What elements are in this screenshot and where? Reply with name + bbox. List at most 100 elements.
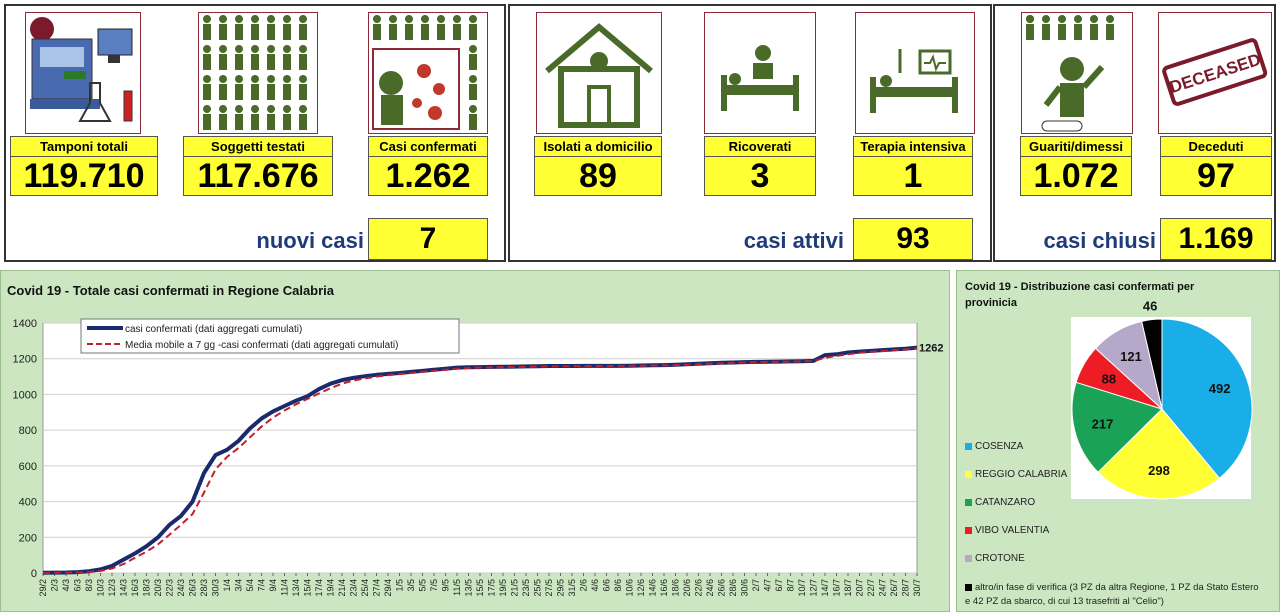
x-tick-label: 12/6 — [636, 579, 646, 597]
legend-swatch — [965, 442, 972, 450]
x-tick-label: 3/5 — [406, 579, 416, 592]
pie-slice-label: 298 — [1148, 463, 1170, 478]
tile-icon-box: DECEASED — [1158, 12, 1272, 134]
x-tick-label: 23/4 — [349, 579, 359, 597]
legend-label: CROTONE — [975, 553, 1025, 564]
x-tick-label: 21/4 — [337, 579, 347, 597]
pie-chart-panel: 46 492 298 217 88 121 Covid 19 - Distribuzion… — [956, 270, 1280, 612]
y-tick-label: 1400 — [13, 318, 37, 330]
x-tick-label: 11/5 — [452, 579, 462, 596]
lab-equipment-icon — [30, 17, 133, 122]
tile-value: 97 — [1160, 156, 1272, 196]
tile-icon-box — [855, 12, 975, 134]
x-tick-label: 30/7 — [912, 579, 922, 597]
legend-label: REGGIO CALABRIA — [975, 469, 1068, 480]
pie-legend-item: altro/in fase di verifica (3 PZ da altra… — [965, 581, 1265, 609]
x-tick-label: 9/4 — [268, 579, 278, 592]
y-tick-label: 600 — [19, 461, 37, 473]
tile-icon-box — [536, 12, 662, 134]
pie-slice-label: 88 — [1102, 372, 1116, 387]
x-tick-label: 12/3 — [107, 579, 117, 597]
x-tick-label: 2/7 — [751, 579, 761, 592]
x-tick-label: 4/7 — [763, 579, 773, 592]
nuovi-casi-label: nuovi casi — [256, 228, 364, 253]
y-tick-label: 1000 — [13, 389, 37, 401]
x-tick-label: 2/3 — [50, 579, 60, 592]
x-tick-label: 21/5 — [510, 579, 520, 597]
pie-chart-title: Covid 19 - Distribuzione casi confermati… — [965, 281, 1195, 309]
tile-label: Tamponi totali — [10, 136, 158, 158]
x-tick-label: 27/4 — [372, 579, 382, 597]
x-tick-label: 11/4 — [280, 579, 290, 596]
x-tick-label: 19/5 — [498, 579, 508, 597]
legend-swatch — [965, 498, 972, 506]
tile-icon-box — [1021, 12, 1133, 134]
x-tick-label: 24/7 — [878, 579, 888, 597]
pie-slice-label: 217 — [1092, 417, 1114, 432]
x-tick-label: 31/5 — [567, 579, 577, 597]
house-icon — [545, 23, 653, 128]
tile-value: 119.710 — [10, 156, 158, 196]
legend-label: casi confermati (dati aggregati cumulati… — [125, 324, 302, 335]
x-tick-label: 6/6 — [602, 579, 612, 592]
casi-attivi-label: casi attivi — [743, 228, 844, 253]
y-tick-label: 1200 — [13, 354, 37, 366]
tile-icon-box — [368, 12, 488, 134]
legend-label: altro/in fase di verifica (3 PZ da altra… — [965, 582, 1259, 607]
x-tick-label: 28/7 — [901, 579, 911, 597]
tile-icon-box — [198, 12, 318, 134]
x-tick-label: 19/4 — [326, 579, 336, 597]
x-tick-label: 26/3 — [188, 579, 198, 597]
x-tick-label: 16/7 — [832, 579, 842, 597]
tile-label: Deceduti — [1160, 136, 1272, 158]
nuovi-casi-value: 7 — [368, 218, 488, 260]
x-tick-label: 20/7 — [855, 579, 865, 597]
tile-value: 1 — [853, 156, 973, 196]
pie-slice — [1161, 318, 1253, 480]
x-tick-label: 29/5 — [556, 579, 566, 597]
pie-chart: 46 492 298 217 88 121 — [1071, 299, 1253, 500]
casi-chiusi-label: casi chiusi — [1043, 228, 1156, 253]
x-tick-label: 8/3 — [84, 579, 94, 592]
legend-swatch — [965, 526, 972, 534]
tile-label: Guariti/dimessi — [1020, 136, 1132, 158]
line-chart-title: Covid 19 - Totale casi confermati in Reg… — [7, 283, 335, 298]
end-value-label: 1262 — [919, 343, 943, 355]
legend-label: Media mobile a 7 gg -casi confermati (da… — [125, 340, 398, 351]
x-tick-label: 3/4 — [234, 579, 244, 592]
pie-slice-label: 121 — [1120, 349, 1142, 364]
x-tick-label: 29/4 — [383, 579, 393, 597]
x-tick-label: 16/3 — [130, 579, 140, 597]
pie-slice-label: 46 — [1143, 299, 1157, 314]
x-tick-label: 24/6 — [705, 579, 715, 597]
x-tick-label: 10/3 — [96, 579, 106, 597]
y-tick-label: 0 — [31, 568, 37, 580]
x-tick-label: 1/4 — [222, 579, 232, 592]
tile-value: 3 — [704, 156, 816, 196]
x-tick-label: 29/2 — [38, 579, 48, 597]
x-tick-label: 28/3 — [199, 579, 209, 597]
y-tick-label: 800 — [19, 425, 37, 437]
x-tick-label: 17/5 — [487, 579, 497, 597]
x-tick-label: 30/3 — [211, 579, 221, 597]
tile-icon-box — [25, 12, 141, 134]
x-tick-label: 15/4 — [303, 579, 313, 597]
x-tick-label: 1/5 — [395, 579, 405, 592]
tile-value: 89 — [534, 156, 662, 196]
pie-legend-item: CATANZARO — [965, 497, 1035, 508]
people-grid-icon — [203, 15, 307, 130]
y-tick-label: 200 — [19, 532, 37, 544]
x-tick-label: 30/6 — [740, 579, 750, 597]
tile-value: 117.676 — [183, 156, 333, 196]
x-tick-label: 8/6 — [613, 579, 623, 592]
x-tick-label: 20/6 — [682, 579, 692, 597]
x-tick-label: 16/6 — [659, 579, 669, 597]
x-tick-label: 27/5 — [544, 579, 554, 597]
x-tick-label: 25/5 — [533, 579, 543, 597]
pie-legend-item: REGGIO CALABRIA — [965, 469, 1067, 480]
legend-label: VIBO VALENTIA — [975, 525, 1050, 536]
tile-value: 1.072 — [1020, 156, 1132, 196]
x-tick-label: 22/6 — [694, 579, 704, 597]
x-tick-label: 20/3 — [153, 579, 163, 597]
